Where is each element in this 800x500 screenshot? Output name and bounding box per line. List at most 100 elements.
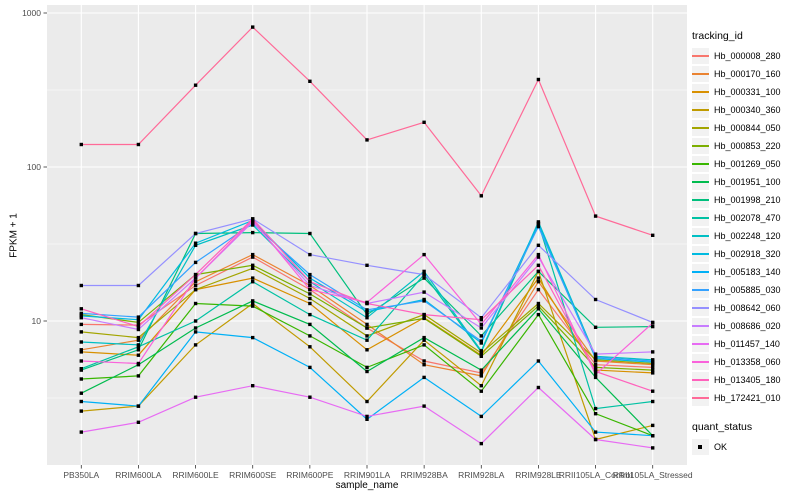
data-point — [422, 375, 426, 380]
data-point — [79, 367, 83, 371]
data-point — [365, 348, 369, 352]
data-point — [651, 321, 655, 325]
data-point — [251, 252, 255, 257]
data-point — [308, 296, 312, 301]
legend-item-label: Hb_001951_100 — [714, 177, 781, 187]
data-point — [422, 290, 426, 294]
data-point — [479, 349, 483, 353]
data-point — [422, 404, 426, 408]
data-point — [193, 83, 198, 87]
data-point — [479, 441, 483, 446]
legend-item-label: Hb_011457_140 — [714, 339, 780, 349]
x-axis-title: sample_name — [335, 480, 399, 491]
data-point — [136, 283, 141, 288]
data-point — [79, 348, 83, 352]
legend-item: Hb_002078_470 — [692, 209, 798, 227]
data-point — [251, 263, 255, 267]
data-point — [136, 324, 141, 329]
data-point — [136, 315, 141, 319]
data-point — [479, 371, 483, 375]
data-point — [651, 350, 655, 354]
data-point — [193, 243, 198, 247]
data-point — [136, 420, 141, 424]
data-point — [308, 301, 312, 306]
data-point — [536, 263, 541, 267]
data-point — [136, 353, 141, 357]
data-point — [651, 399, 655, 404]
legend-item-label: Hb_000170_160 — [714, 69, 781, 79]
data-point — [536, 280, 541, 284]
data-point — [651, 368, 655, 372]
data-point — [136, 361, 141, 366]
data-point — [193, 231, 198, 236]
data-point — [79, 307, 83, 311]
data-point — [79, 409, 83, 413]
data-point — [365, 310, 369, 314]
legend-key-line-icon — [692, 192, 709, 208]
data-point — [308, 292, 312, 296]
legend-key-line-icon — [692, 336, 709, 352]
data-point — [479, 334, 483, 338]
legend-item: Hb_005183_140 — [692, 263, 798, 281]
data-point — [593, 325, 598, 329]
data-point — [536, 312, 541, 317]
data-point — [651, 324, 655, 329]
legend-item-label: Hb_172421_010 — [714, 393, 781, 403]
data-point — [422, 359, 426, 363]
data-point — [193, 283, 198, 288]
data-point — [365, 308, 369, 312]
legend-item-label: Hb_002918_320 — [714, 249, 781, 259]
data-point — [79, 391, 83, 395]
data-point — [479, 414, 483, 419]
data-point — [193, 330, 198, 334]
data-point — [79, 330, 83, 334]
data-point — [365, 263, 369, 267]
data-point — [365, 417, 369, 421]
y-axis-title: FPKM + 1 — [8, 213, 20, 258]
data-point — [251, 276, 255, 280]
legend-item: Hb_172421_010 — [692, 389, 798, 407]
legend-item: Hb_013358_060 — [692, 353, 798, 371]
data-point — [79, 142, 83, 147]
data-point — [422, 335, 426, 340]
data-point — [536, 307, 541, 311]
legend-item: Hb_008686_020 — [692, 317, 798, 335]
legend-item-label: Hb_005885_030 — [714, 285, 781, 295]
legend-item: Hb_000853_220 — [692, 137, 798, 155]
data-point — [365, 322, 369, 327]
data-point — [422, 299, 426, 303]
data-point — [422, 276, 426, 280]
legend-title-quant-status: quant_status — [692, 421, 753, 433]
legend-item: Hb_000340_360 — [692, 101, 798, 119]
data-point — [651, 389, 655, 393]
data-point — [479, 318, 483, 322]
data-point — [365, 326, 369, 330]
data-point — [308, 312, 312, 317]
legend-key-line-icon — [692, 282, 709, 298]
data-point — [422, 252, 426, 257]
legend-panel: tracking_id Hb_000008_280 Hb_000170_160 Hb… — [692, 30, 798, 456]
data-point — [536, 255, 541, 259]
legend-key-line-icon — [692, 264, 709, 280]
legend-item: OK — [692, 438, 798, 456]
data-point — [136, 343, 141, 347]
data-point — [479, 316, 483, 320]
legend-item: Hb_000844_050 — [692, 119, 798, 137]
data-point — [193, 287, 198, 292]
x-tick-label: RRIM600LA — [115, 470, 162, 480]
data-point — [251, 217, 255, 221]
data-point — [422, 269, 426, 274]
legend-item-label: Hb_001269_050 — [714, 159, 781, 169]
legend-item: Hb_001998_210 — [692, 191, 798, 209]
data-point — [593, 214, 598, 218]
data-point — [136, 345, 141, 349]
data-point — [422, 120, 426, 124]
x-tick-label: RRII105LA_Control — [559, 470, 633, 480]
data-point — [251, 335, 255, 340]
data-point — [136, 404, 141, 408]
legend-key-line-icon — [692, 318, 709, 334]
legend-item: Hb_000331_100 — [692, 83, 798, 101]
x-tick-label: RRIM928LE — [515, 470, 562, 480]
data-point — [365, 414, 369, 419]
data-point — [365, 312, 369, 317]
